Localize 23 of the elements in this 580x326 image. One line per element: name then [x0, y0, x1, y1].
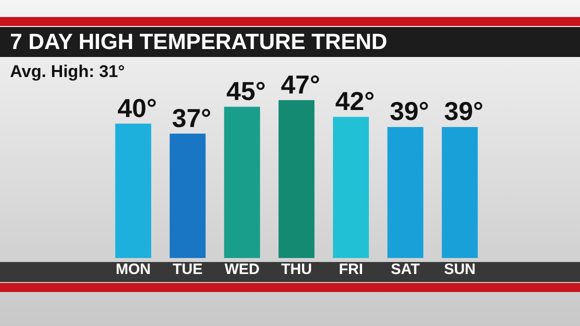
text: Avg. High: 31°	[10, 62, 125, 82]
data-label: 39°	[444, 96, 484, 126]
bar	[442, 126, 478, 258]
bar	[278, 100, 314, 258]
data-label: 40°	[118, 92, 157, 123]
x-tick-label: SUN	[444, 261, 476, 278]
data-label: 42°	[335, 86, 375, 116]
x-tick-label: FRI	[338, 261, 364, 278]
bar	[387, 126, 424, 258]
data-label: 37°	[172, 102, 212, 133]
bar	[170, 134, 206, 258]
bar	[115, 124, 152, 258]
data-label: 39°	[390, 96, 430, 126]
x-tick-label: TUE	[172, 261, 203, 278]
x-tick-label: WED	[224, 261, 260, 278]
bar	[332, 116, 369, 258]
chart-title: 7 DAY HIGH TEMPERATURE TREND	[10, 28, 388, 56]
x-tick-label: MON	[116, 261, 151, 278]
data-label: 47°	[280, 69, 320, 100]
data-label: 45°	[226, 76, 266, 106]
x-tick-label: SAT	[390, 261, 420, 278]
x-tick-label: THU	[281, 261, 312, 278]
bar	[224, 106, 260, 258]
